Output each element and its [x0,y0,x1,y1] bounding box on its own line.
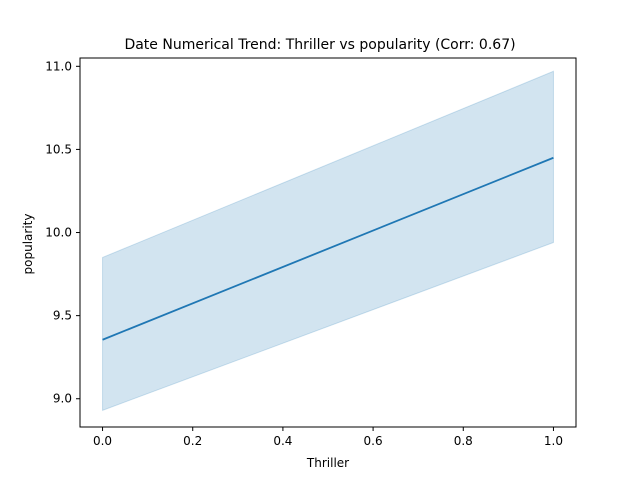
x-tick-label: 0.2 [183,434,202,448]
x-tick-label: 0.8 [454,434,473,448]
y-tick-label: 9.5 [53,309,72,323]
x-tick-label: 1.0 [544,434,563,448]
chart-title: Date Numerical Trend: Thriller vs popula… [124,37,515,53]
x-tick-label: 0.6 [364,434,383,448]
y-axis: 9.0 9.5 10.0 10.5 11.0 [45,59,80,406]
x-axis: 0.0 0.2 0.4 0.6 0.8 1.0 [93,427,563,448]
plot-area [102,70,554,412]
y-tick-label: 9.0 [53,392,72,406]
x-tick-label: 0.4 [273,434,292,448]
confidence-band [102,70,554,412]
x-axis-label: Thriller [306,456,349,470]
y-tick-label: 10.5 [45,142,72,156]
y-axis-label: popularity [21,214,35,275]
axes-frame [79,57,577,428]
y-tick-label: 10.0 [45,226,72,240]
x-tick-label: 0.0 [93,434,112,448]
series-line [102,156,554,341]
y-tick-label: 11.0 [45,59,72,73]
